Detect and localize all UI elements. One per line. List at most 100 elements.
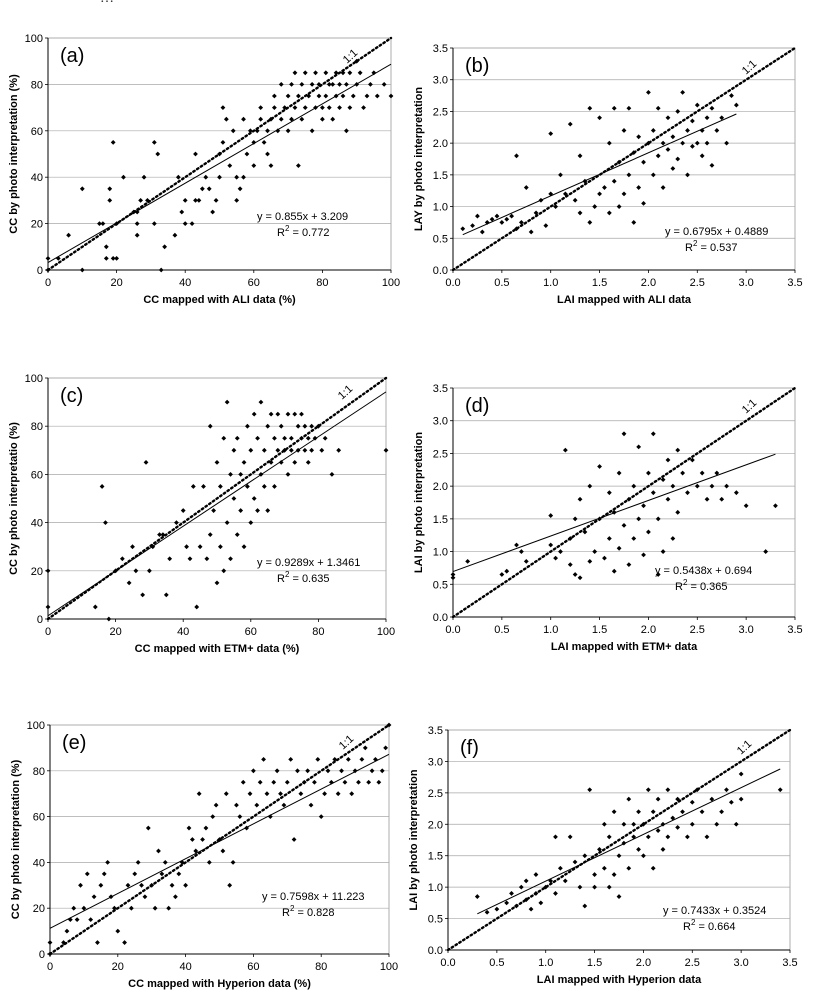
data-point: [316, 93, 322, 99]
data-point: [670, 483, 676, 489]
data-point: [548, 878, 553, 884]
data-point: [499, 572, 505, 577]
panel-label: (e): [62, 732, 86, 754]
data-point: [255, 435, 260, 441]
data-point: [288, 447, 294, 453]
data-point: [100, 221, 106, 226]
data-point: [606, 140, 612, 146]
data-point: [292, 105, 298, 110]
data-point: [699, 470, 705, 476]
data-point: [182, 221, 188, 226]
data-point: [237, 814, 243, 819]
data-point: [143, 459, 149, 465]
data-point: [704, 496, 710, 502]
data-point: [345, 756, 351, 762]
data-point: [323, 93, 329, 99]
data-point: [616, 159, 622, 165]
data-point: [366, 779, 372, 785]
data-point: [302, 105, 308, 110]
y-tick-label: 3.5: [433, 383, 448, 395]
data-point: [184, 544, 189, 550]
x-axis-label: LAI mapped with ALI data: [557, 294, 692, 306]
data-point: [514, 226, 519, 232]
data-point: [302, 423, 308, 429]
y-tick-label: 20: [31, 219, 43, 231]
data-point: [278, 116, 284, 122]
data-point: [665, 457, 671, 463]
y-tick-label: 100: [25, 33, 43, 45]
data-point: [655, 828, 661, 833]
x-axis-label: LAI mapped with ETM+ data: [551, 641, 698, 653]
x-tick-label: 2.5: [690, 277, 705, 289]
data-point: [227, 882, 233, 888]
data-point: [548, 513, 554, 518]
data-point: [107, 186, 113, 192]
data-point: [533, 872, 539, 877]
data-point: [494, 213, 500, 219]
data-point: [241, 116, 246, 122]
data-point: [115, 928, 121, 934]
y-tick-label: 60: [33, 812, 45, 824]
data-point: [179, 860, 185, 865]
data-point: [224, 399, 230, 405]
x-tick-label: 20: [110, 277, 122, 289]
scatter-panel-c: 0 20 40 60 80 100 0 20 40 60 80 100 (c) 1:1 y = 0.9289…: [8, 373, 395, 655]
x-tick-label: 0.0: [440, 957, 455, 969]
data-point: [738, 796, 744, 802]
data-point: [320, 105, 325, 110]
data-point: [121, 174, 126, 180]
data-point: [108, 894, 114, 900]
x-tick-label: 3.0: [738, 624, 753, 636]
data-point: [220, 140, 226, 145]
data-point: [553, 555, 558, 561]
regression-line: [47, 63, 392, 263]
data-point: [690, 118, 695, 124]
data-point: [548, 191, 554, 197]
data-point: [172, 232, 178, 238]
x-tick-label: 0: [45, 277, 51, 289]
x-tick-label: 40: [179, 277, 191, 289]
data-point: [45, 568, 51, 574]
y-tick-label: 40: [31, 518, 43, 530]
x-tick-label: 60: [245, 626, 257, 638]
data-point: [650, 490, 656, 496]
data-point: [675, 109, 681, 114]
data-point: [509, 891, 514, 896]
data-point: [257, 779, 263, 785]
data-point: [45, 256, 51, 261]
data-point: [142, 894, 148, 900]
data-point: [655, 572, 661, 577]
data-point: [333, 93, 339, 99]
data-point: [616, 204, 622, 209]
data-point: [98, 882, 104, 888]
data-point: [183, 882, 188, 888]
y-tick-label: 3.5: [433, 43, 448, 55]
data-point: [240, 779, 246, 785]
data-point: [733, 102, 739, 108]
data-point: [288, 756, 294, 762]
data-point: [553, 204, 558, 209]
data-point: [567, 121, 573, 127]
data-point: [64, 928, 70, 934]
data-point: [655, 153, 661, 159]
y-tick-label: 1.5: [433, 514, 448, 526]
data-point: [224, 520, 230, 525]
data-point: [179, 209, 185, 215]
y-axis-label: LAI by photo interpretation: [413, 432, 425, 573]
data-point: [258, 116, 264, 122]
data-point: [685, 490, 690, 496]
data-point: [203, 174, 209, 180]
data-point: [114, 221, 119, 226]
data-point: [621, 821, 627, 827]
data-point: [147, 568, 152, 574]
x-tick-label: 40: [177, 626, 189, 638]
data-point: [621, 523, 627, 528]
data-point: [285, 93, 291, 99]
data-point: [626, 796, 632, 802]
data-point: [335, 791, 341, 797]
scatter-panel-f: 0.0 0.5 1.0 1.5 2.0 2.5 3.0 3.5 0.0 0.5 1.0 1.5 2.0 2…: [408, 725, 798, 986]
data-point: [251, 411, 257, 417]
data-point: [655, 516, 661, 522]
r-squared: R2 = 0.772: [277, 224, 329, 239]
data-point: [592, 884, 597, 890]
